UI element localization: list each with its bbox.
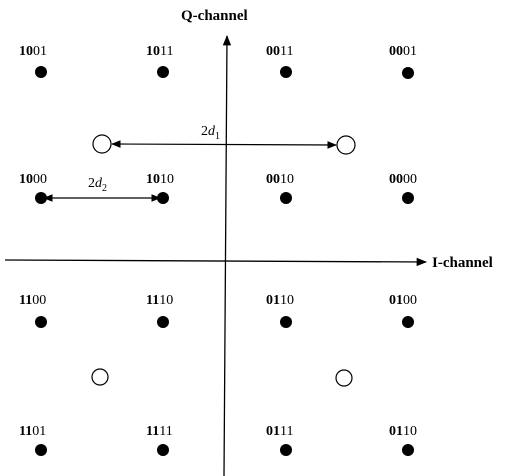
constellation-point xyxy=(157,444,169,456)
distance-arrow-2d1 xyxy=(111,140,337,149)
point-label: 1110 xyxy=(146,293,173,308)
point-label: 0110 xyxy=(266,293,294,308)
constellation-point xyxy=(402,316,414,328)
point-label: 1001 xyxy=(19,44,47,59)
point-label: 0001 xyxy=(389,44,417,59)
point-label: 1101 xyxy=(19,424,46,439)
i-axis-line xyxy=(4,257,428,267)
q-axis-line xyxy=(222,34,232,476)
constellation-point xyxy=(402,67,414,79)
constellation-point xyxy=(35,316,47,328)
point-label: 0111 xyxy=(266,424,293,439)
constellation-point xyxy=(280,316,292,328)
point-label: 0110 xyxy=(389,424,417,439)
point-label: 0000 xyxy=(389,172,417,187)
constellation-point xyxy=(402,444,414,456)
point-label: 1010 xyxy=(146,172,174,187)
hollow-point xyxy=(92,134,112,154)
point-label: 0100 xyxy=(389,293,417,308)
point-label: 1100 xyxy=(19,293,46,308)
i-axis-label: I-channel xyxy=(432,255,493,271)
constellation-point xyxy=(157,66,169,78)
constellation-point xyxy=(35,444,47,456)
distance-label-2d1: 2d1 xyxy=(201,124,220,142)
constellation-point xyxy=(35,66,47,78)
q-axis-label: Q-channel xyxy=(181,8,248,24)
point-label: 1000 xyxy=(19,172,47,187)
constellation-point xyxy=(280,444,292,456)
hollow-point xyxy=(91,368,109,386)
point-label: 1011 xyxy=(146,44,173,59)
point-label: 0011 xyxy=(266,44,293,59)
distance-label-2d2: 2d2 xyxy=(88,176,107,194)
point-label: 1111 xyxy=(146,424,173,439)
hollow-point xyxy=(335,369,353,387)
constellation-point xyxy=(280,66,292,78)
hollow-point xyxy=(336,135,356,155)
point-label: 0010 xyxy=(266,172,294,187)
constellation-point xyxy=(280,192,292,204)
constellation-point xyxy=(157,316,169,328)
constellation-point xyxy=(402,192,414,204)
